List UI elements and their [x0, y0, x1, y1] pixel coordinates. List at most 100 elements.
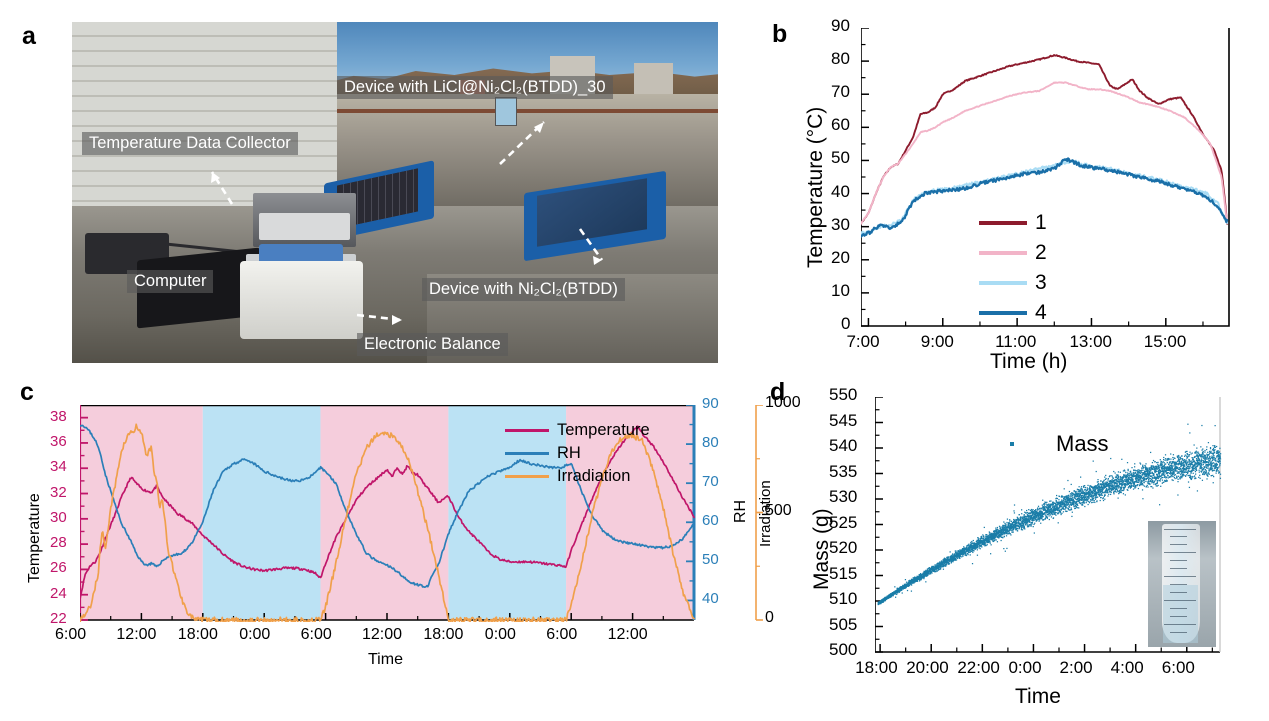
panel-c-ylabel-temperature: Temperature	[26, 493, 43, 583]
panel-c-svg	[80, 405, 696, 622]
tube-graduation-mark	[1169, 592, 1188, 594]
tube-graduation-mark	[1169, 584, 1188, 586]
panel-d-legend[interactable]: Mass	[1010, 431, 1109, 457]
tube-graduation-mark	[1164, 528, 1196, 530]
tube-graduation-mark	[1169, 536, 1188, 538]
axis-tick-label: 6:00	[55, 626, 87, 643]
axis-tick-label: 0:00	[239, 626, 271, 643]
axis-tick-label: 15:00	[1143, 332, 1187, 351]
legend-label: 3	[1035, 271, 1047, 294]
annotation-device-licl: Device with LiCl@Ni₂Cl₂(BTDD)_30	[337, 76, 613, 99]
irradiation-tick-label: 500	[765, 501, 792, 519]
axis-tick-label: 12:00	[362, 626, 403, 643]
tube-graduation-mark	[1164, 552, 1196, 554]
legend-item[interactable]: 1	[979, 208, 1047, 238]
axis-tick-label: 525	[829, 512, 858, 532]
collected-water	[1162, 585, 1199, 644]
annotation-device-ni2cl2: Device with Ni₂Cl₂(BTDD)	[422, 278, 625, 301]
axis-tick-label: 90	[702, 395, 719, 412]
axis-tick-label: 28	[50, 534, 67, 552]
panel-b-ylabel: Temperature (°C)	[804, 106, 827, 268]
axis-tick-label: 70	[831, 82, 850, 102]
legend-item[interactable]: RH	[505, 442, 650, 465]
legend-color-swatch	[979, 251, 1027, 255]
axis-tick-label: 36	[50, 432, 67, 450]
axis-tick-label: 38	[50, 407, 67, 425]
irradiation-tick-label: 0	[765, 609, 774, 626]
axis-tick-label: 18:00	[423, 626, 464, 643]
chart-panel-b-temperature: 0 10 20 30 40 50 60 70 80 90 7:00 9:00 11:00 13:00 15:…	[800, 16, 1260, 373]
panel-c-irradiation-axis: 0 500 1000	[752, 394, 801, 626]
legend-label: Irradiation	[557, 467, 631, 485]
legend-item[interactable]: 3	[979, 268, 1047, 298]
axis-tick-label: 510	[829, 589, 858, 608]
panel-label-c: c	[20, 378, 34, 406]
axis-tick-label: 0	[841, 314, 851, 333]
axis-tick-label: 22	[50, 610, 67, 627]
axis-tick-label: 540	[829, 436, 858, 455]
axis-tick-label: 60	[702, 512, 719, 530]
axis-tick-label: 535	[829, 461, 858, 481]
legend-item[interactable]: 2	[979, 238, 1047, 268]
axis-tick-label: 11:00	[995, 332, 1037, 351]
axis-tick-label: 7:00	[846, 332, 880, 351]
legend-color-swatch	[505, 429, 549, 432]
axis-tick-label: 18:00	[177, 626, 218, 643]
legend-label: RH	[557, 444, 581, 462]
panel-label-a: a	[22, 22, 36, 50]
tube-graduation-mark	[1169, 631, 1188, 633]
panel-c-xlabel: Time	[368, 651, 403, 668]
outdoor-experiment-photo: Device with LiCl@Ni₂Cl₂(BTDD)_30 Tempera…	[72, 22, 718, 363]
legend-label: 4	[1035, 301, 1047, 324]
legend-label: 1	[1035, 211, 1047, 234]
axis-tick-label: 515	[829, 563, 858, 583]
legend-color-swatch	[979, 311, 1027, 315]
chart-panel-c-weather: 22 24 26 28 30 32 34 36 38 40 50 60 70 80 90 6:00 12:00 1…	[18, 394, 801, 695]
axis-tick-label: 18:00	[855, 658, 898, 677]
axis-tick-label: 22:00	[957, 658, 1000, 677]
tiled-wall	[72, 22, 337, 217]
axis-tick-label: 6:00	[1161, 658, 1195, 677]
panel-b-svg	[861, 28, 1230, 327]
axis-tick-label: 6:00	[300, 626, 332, 643]
axis-tick-label: 545	[829, 410, 858, 430]
legend-item[interactable]: Temperature	[505, 419, 650, 442]
panel-c-legend: Temperature RH Irradiation	[505, 419, 650, 488]
legend-color-swatch	[505, 452, 549, 455]
legend-item[interactable]: Irradiation	[505, 465, 650, 488]
legend-item[interactable]: 4	[979, 298, 1047, 328]
legend-label: Mass	[1056, 431, 1109, 456]
axis-tick-label: 50	[702, 551, 719, 569]
axis-tick-label: 20:00	[906, 658, 949, 677]
axis-tick-label: 30	[50, 508, 67, 526]
axis-tick-label: 500	[829, 640, 858, 659]
tube-graduation-mark	[1164, 623, 1196, 625]
axis-tick-label: 9:00	[920, 332, 954, 351]
legend-color-swatch	[505, 475, 549, 478]
axis-tick-label: 520	[829, 538, 858, 557]
chart-panel-d-mass: 500 505 510 515 520 525 530 535 540 545 550 18:00 20…	[800, 385, 1269, 715]
panel-b-xlabel: Time (h)	[990, 350, 1068, 373]
axis-tick-label: 4:00	[1110, 658, 1144, 677]
tube-graduation-mark	[1164, 600, 1196, 601]
axis-tick-label: 30	[831, 214, 850, 234]
axis-tick-label: 34	[50, 458, 67, 476]
axis-tick-label: 13:00	[1069, 332, 1112, 351]
panel-label-b: b	[772, 20, 788, 48]
wall-pipe	[330, 108, 718, 113]
axis-tick-label: 20	[831, 247, 850, 267]
legend-color-swatch	[979, 221, 1027, 225]
panel-d-svg	[875, 397, 1222, 653]
panel-b-legend: 1 2 3 4	[979, 208, 1047, 328]
axis-tick-label: 12:00	[607, 626, 648, 643]
axis-tick-label: 90	[831, 16, 850, 35]
electronic-balance-device	[239, 260, 363, 340]
axis-tick-label: 12:00	[116, 626, 157, 643]
legend-marker	[1010, 442, 1014, 446]
axis-tick-label: 50	[831, 148, 850, 168]
panel-label-d: d	[770, 378, 786, 406]
annotation-temperature-data-collector: Temperature Data Collector	[82, 132, 298, 155]
axis-tick-label: 60	[831, 115, 850, 135]
axis-tick-label: 70	[702, 473, 719, 491]
axis-tick-label: 0:00	[1008, 658, 1042, 677]
